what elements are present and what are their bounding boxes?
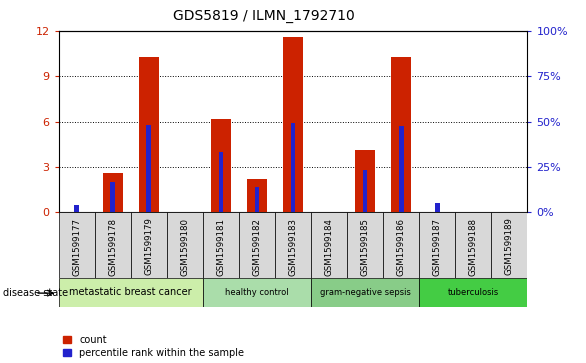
FancyBboxPatch shape: [383, 212, 419, 278]
Bar: [247, 179, 267, 212]
Text: GDS5819 / ILMN_1792710: GDS5819 / ILMN_1792710: [173, 9, 355, 23]
Text: GSM1599181: GSM1599181: [216, 217, 226, 276]
FancyBboxPatch shape: [203, 212, 239, 278]
Text: gram-negative sepsis: gram-negative sepsis: [320, 288, 411, 297]
FancyBboxPatch shape: [131, 212, 167, 278]
Bar: [363, 170, 367, 212]
FancyBboxPatch shape: [95, 212, 131, 278]
Bar: [399, 126, 404, 212]
Bar: [103, 173, 122, 212]
Text: healthy control: healthy control: [225, 288, 289, 297]
Legend: count, percentile rank within the sample: count, percentile rank within the sample: [63, 335, 244, 358]
Text: GSM1599184: GSM1599184: [325, 217, 333, 276]
Text: tuberculosis: tuberculosis: [448, 288, 499, 297]
FancyBboxPatch shape: [491, 212, 527, 278]
Text: GSM1599185: GSM1599185: [360, 217, 370, 276]
Bar: [219, 152, 223, 212]
Bar: [419, 278, 527, 307]
Text: GSM1599179: GSM1599179: [144, 217, 154, 276]
Text: GSM1599188: GSM1599188: [469, 217, 478, 276]
Text: GSM1599180: GSM1599180: [180, 217, 189, 276]
Bar: [435, 203, 440, 212]
FancyBboxPatch shape: [59, 212, 95, 278]
Bar: [74, 205, 79, 212]
Bar: [110, 182, 115, 212]
Text: GSM1599186: GSM1599186: [397, 217, 406, 276]
FancyBboxPatch shape: [239, 212, 275, 278]
Bar: [283, 37, 303, 212]
Text: disease state: disease state: [3, 288, 68, 298]
Text: GSM1599183: GSM1599183: [288, 217, 298, 276]
FancyBboxPatch shape: [275, 212, 311, 278]
Bar: [291, 122, 295, 212]
Bar: [355, 150, 375, 212]
Bar: [311, 278, 419, 307]
Bar: [139, 57, 159, 212]
Text: GSM1599178: GSM1599178: [108, 217, 117, 276]
FancyBboxPatch shape: [419, 212, 455, 278]
Text: metastatic breast cancer: metastatic breast cancer: [69, 287, 192, 297]
FancyBboxPatch shape: [311, 212, 347, 278]
Bar: [211, 119, 231, 212]
Text: GSM1599177: GSM1599177: [72, 217, 81, 276]
FancyBboxPatch shape: [455, 212, 491, 278]
FancyBboxPatch shape: [347, 212, 383, 278]
Bar: [59, 278, 203, 307]
FancyBboxPatch shape: [167, 212, 203, 278]
Text: GSM1599189: GSM1599189: [505, 217, 514, 276]
Bar: [146, 125, 151, 212]
Text: GSM1599182: GSM1599182: [253, 217, 261, 276]
Text: GSM1599187: GSM1599187: [432, 217, 442, 276]
Bar: [391, 57, 411, 212]
Bar: [254, 187, 259, 212]
Bar: [203, 278, 311, 307]
